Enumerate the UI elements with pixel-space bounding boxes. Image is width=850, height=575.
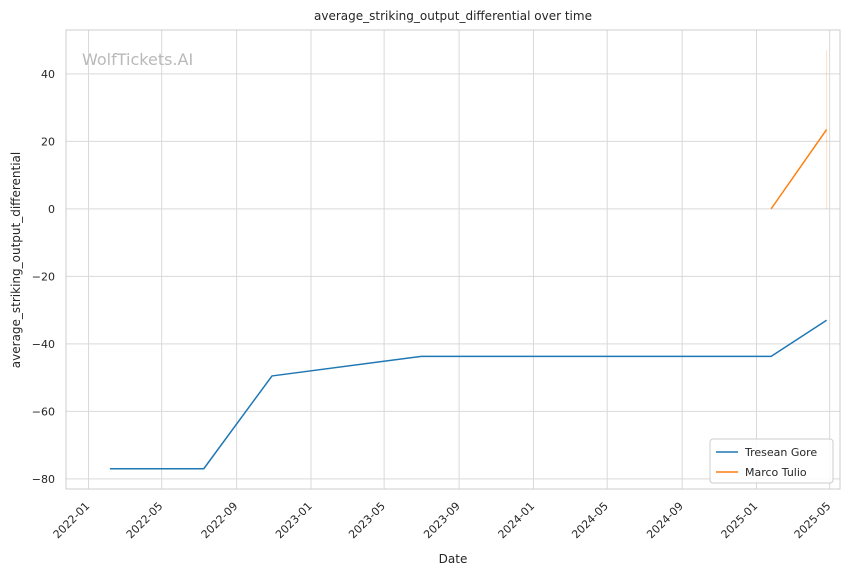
- y-tick-label: 0: [48, 203, 55, 216]
- y-tick-labels: −80 −60 −40 −20 0 20 40: [32, 68, 55, 486]
- legend-box: [709, 438, 834, 484]
- y-axis-label: average_striking_output_differential: [9, 152, 23, 368]
- series-lines: [109, 129, 828, 470]
- legend-entry: Marco Tulio: [745, 466, 807, 479]
- y-tick-label: 40: [41, 68, 55, 81]
- x-tick-label: 2025-05: [792, 500, 834, 542]
- plot-frame: [65, 29, 841, 490]
- x-tick-label: 2023-05: [346, 500, 388, 542]
- x-tick-label: 2023-09: [421, 500, 463, 542]
- y-tick-label: −80: [32, 473, 55, 486]
- x-tick-label: 2022-01: [51, 500, 93, 542]
- x-tick-label: 2022-09: [199, 500, 241, 542]
- x-tick-label: 2024-01: [496, 500, 538, 542]
- y-tick-label: −40: [32, 338, 55, 351]
- x-tick-label: 2025-01: [719, 500, 761, 542]
- watermark: WolfTickets.AI: [82, 50, 193, 69]
- x-tick-label: 2023-01: [273, 500, 315, 542]
- plot-area: [66, 30, 840, 489]
- x-axis-label: Date: [439, 552, 468, 566]
- y-tick-label: −20: [32, 270, 55, 283]
- y-tick-label: −60: [32, 405, 55, 418]
- y-tick-label: 20: [41, 135, 55, 148]
- legend-entry: Tresean Gore: [744, 446, 817, 459]
- series-line: [109, 319, 827, 470]
- x-tick-label: 2024-05: [569, 500, 611, 542]
- legend: Tresean Gore Marco Tulio: [709, 438, 834, 484]
- x-tick-labels: 2022-01 2022-05 2022-09 2023-01 2023-05 2023-…: [51, 500, 834, 542]
- series-line: [770, 129, 828, 210]
- x-tick-label: 2022-05: [124, 500, 166, 542]
- x-tick-label: 2024-09: [644, 500, 686, 542]
- chart-title: average_striking_output_differential ove…: [314, 9, 592, 23]
- grid: [66, 30, 840, 489]
